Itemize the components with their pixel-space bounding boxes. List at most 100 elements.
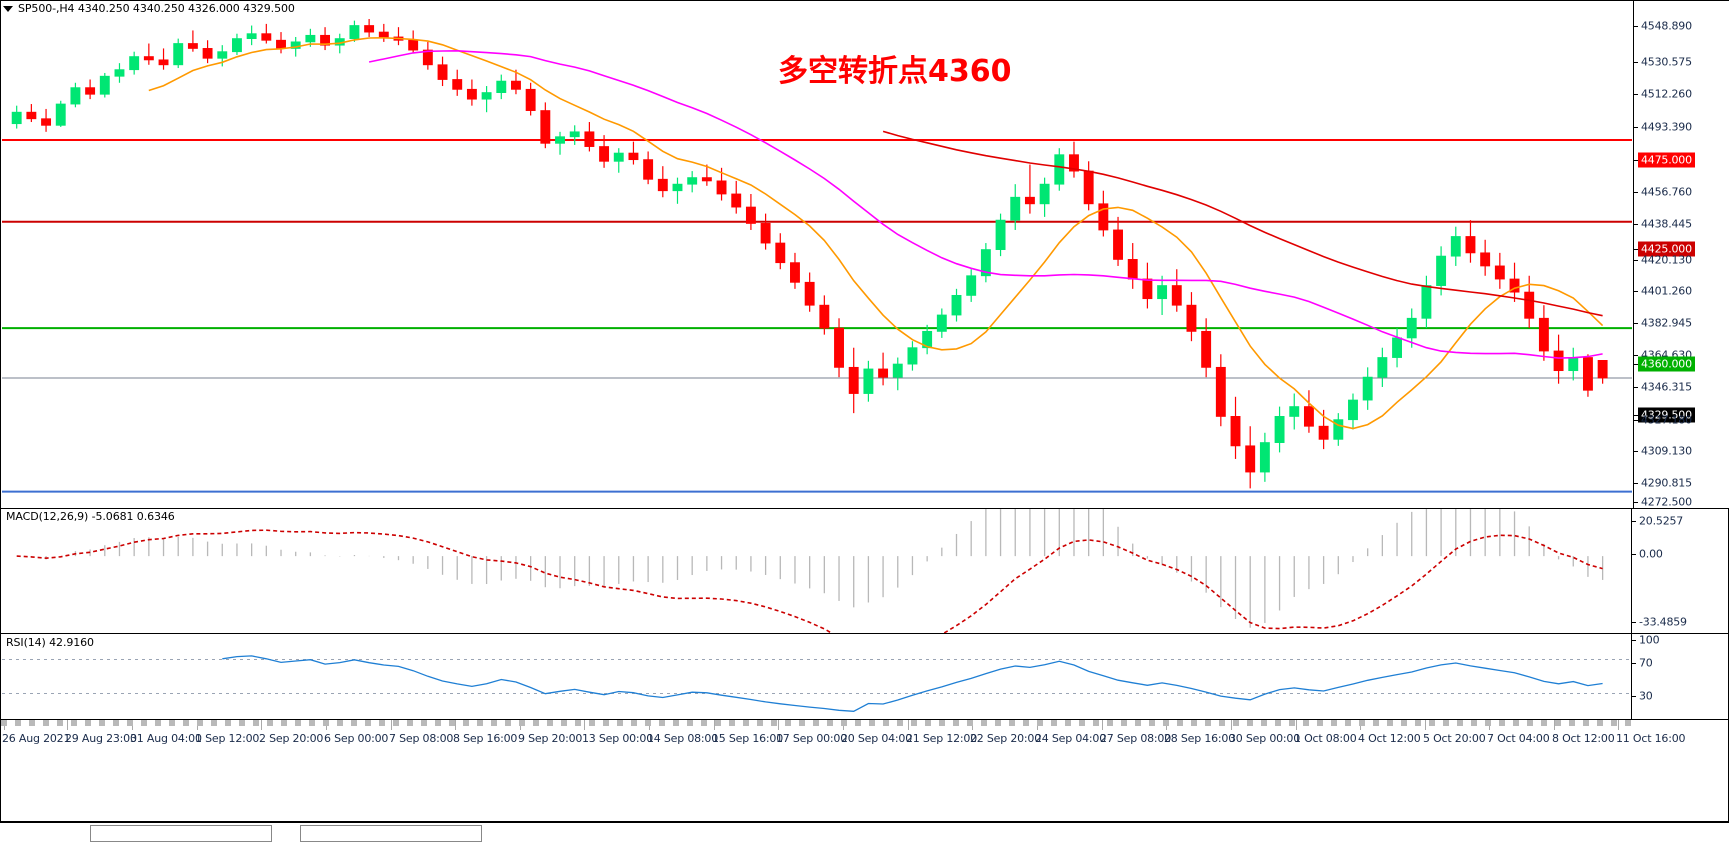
candlestick <box>1024 164 1035 214</box>
candlestick <box>687 171 698 193</box>
price-chart-panel[interactable]: 4548.890 4530.575 4512.260 4493.390 4475.000… <box>0 0 1729 509</box>
time-axis-label: 30 Sep 00:00 <box>1229 732 1301 745</box>
candlestick <box>701 164 712 186</box>
candlestick <box>276 32 286 54</box>
macd-panel[interactable]: 20.5257 0.00 -33.4859 <box>0 508 1729 634</box>
candlestick <box>848 347 859 414</box>
candlestick <box>1450 226 1461 266</box>
candlestick <box>1259 432 1270 482</box>
candlestick <box>143 43 154 65</box>
candlestick <box>1142 262 1153 309</box>
taskbar[interactable] <box>0 822 1729 842</box>
candlestick <box>980 243 991 283</box>
taskbar-button-1[interactable] <box>90 825 272 842</box>
price-axis-label: 4493.390 <box>1641 120 1692 134</box>
time-axis-label: 14 Sep 08:00 <box>647 732 719 745</box>
candlestick <box>760 213 771 250</box>
candlestick <box>790 252 800 289</box>
candlestick <box>70 82 81 108</box>
price-axis-label: 4420.130 <box>1641 253 1692 267</box>
candlestick <box>613 148 624 173</box>
candlestick <box>85 79 96 100</box>
chart-annotation-text: 多空转折点4360 <box>778 54 1012 89</box>
candlestick <box>41 108 52 132</box>
rsi-series <box>2 655 1632 712</box>
rsi-panel[interactable]: 100 70 30 <box>0 634 1729 720</box>
price-axis-tick <box>1634 249 1638 250</box>
macd-axis-label: -33.4859 <box>1639 615 1687 629</box>
candlestick <box>1377 347 1388 387</box>
time-axis-label: 9 Sep 20:00 <box>518 732 583 745</box>
candlestick <box>466 79 477 106</box>
price-axis-label: 4346.315 <box>1641 380 1692 394</box>
macd-indicator-label: MACD(12,26,9) -5.0681 0.6346 <box>4 510 177 523</box>
price-level-badge[interactable]: 4329.500 <box>1638 407 1695 423</box>
rsi-axis-label: 100 <box>1639 633 1660 647</box>
price-level-badge[interactable]: 4360.000 <box>1638 356 1695 372</box>
price-axis-tick <box>1634 224 1638 225</box>
time-axis-panel[interactable]: 26 Aug 2021 29 Aug 23:00 31 Aug 04:00 1 Sep… <box>0 720 1729 822</box>
candlestick <box>878 352 889 386</box>
triangle-down-icon[interactable] <box>3 6 13 12</box>
price-axis-tick <box>1634 160 1638 161</box>
time-axis-label: 20 Sep 04:00 <box>841 732 913 745</box>
candlestick <box>525 82 536 116</box>
candlestick <box>1113 216 1123 266</box>
price-level-badge[interactable]: 4425.000 <box>1638 241 1695 257</box>
price-axis-tick <box>1634 483 1638 484</box>
price-axis-tick <box>1634 127 1638 128</box>
macd-axis-tick <box>1632 622 1636 623</box>
price-axis-label: 4272.500 <box>1641 495 1692 509</box>
candlestick <box>936 308 947 338</box>
candlestick <box>364 18 375 37</box>
candlestick <box>1480 239 1491 276</box>
time-axis-label: 7 Sep 08:00 <box>389 732 454 745</box>
candlestick <box>775 233 786 270</box>
price-axis-tick <box>1634 451 1638 452</box>
candlestick <box>173 38 184 69</box>
price-axis-tick <box>1634 364 1638 365</box>
candlestick <box>1083 161 1094 211</box>
candlestick <box>261 23 272 44</box>
candlestick <box>246 25 257 46</box>
rsi-axis-tick <box>1632 640 1636 641</box>
rsi-indicator-label: RSI(14) 42.9160 <box>4 636 96 649</box>
moving-average-line <box>148 36 1604 430</box>
price-level-badge[interactable]: 4475.000 <box>1638 152 1695 168</box>
candlestick <box>819 295 830 335</box>
candlestick <box>966 269 977 302</box>
price-plot-area[interactable] <box>2 1 1632 508</box>
candlestick <box>158 48 169 70</box>
moving-average-line <box>882 130 1603 317</box>
candlestick <box>643 151 654 185</box>
price-axis-tick <box>1634 387 1638 388</box>
rsi-plot-area[interactable] <box>2 634 1632 719</box>
price-axis-tick <box>1634 260 1638 261</box>
taskbar-button-2[interactable] <box>300 825 482 842</box>
candlestick <box>1054 148 1065 191</box>
candlestick <box>951 288 962 322</box>
time-axis-label: 27 Sep 08:00 <box>1100 732 1172 745</box>
candlestick <box>540 102 551 149</box>
candlestick <box>731 180 742 214</box>
candlestick <box>1171 269 1182 312</box>
candlestick <box>393 27 404 46</box>
rsi-axis-tick <box>1632 696 1636 697</box>
candlestick <box>599 135 610 168</box>
candlestick <box>804 272 815 312</box>
price-axis-label: 4309.130 <box>1641 444 1692 458</box>
rsi-axis-label: 70 <box>1639 656 1653 670</box>
price-axis[interactable]: 4548.890 4530.575 4512.260 4493.390 4475.000… <box>1633 1 1729 509</box>
candlestick <box>628 141 639 165</box>
time-axis-label: 15 Sep 16:00 <box>712 732 784 745</box>
macd-plot-area[interactable] <box>2 509 1632 633</box>
candlestick <box>907 341 918 371</box>
candlestick <box>349 20 360 42</box>
macd-line <box>16 529 1603 633</box>
time-axis-label: 26 Aug 2021 <box>2 732 71 745</box>
candlestick <box>1186 292 1197 342</box>
macd-axis-tick <box>1632 521 1636 522</box>
price-axis-tick <box>1634 415 1638 416</box>
candlestick <box>657 166 668 198</box>
time-axis-label: 11 Oct 16:00 <box>1616 732 1686 745</box>
